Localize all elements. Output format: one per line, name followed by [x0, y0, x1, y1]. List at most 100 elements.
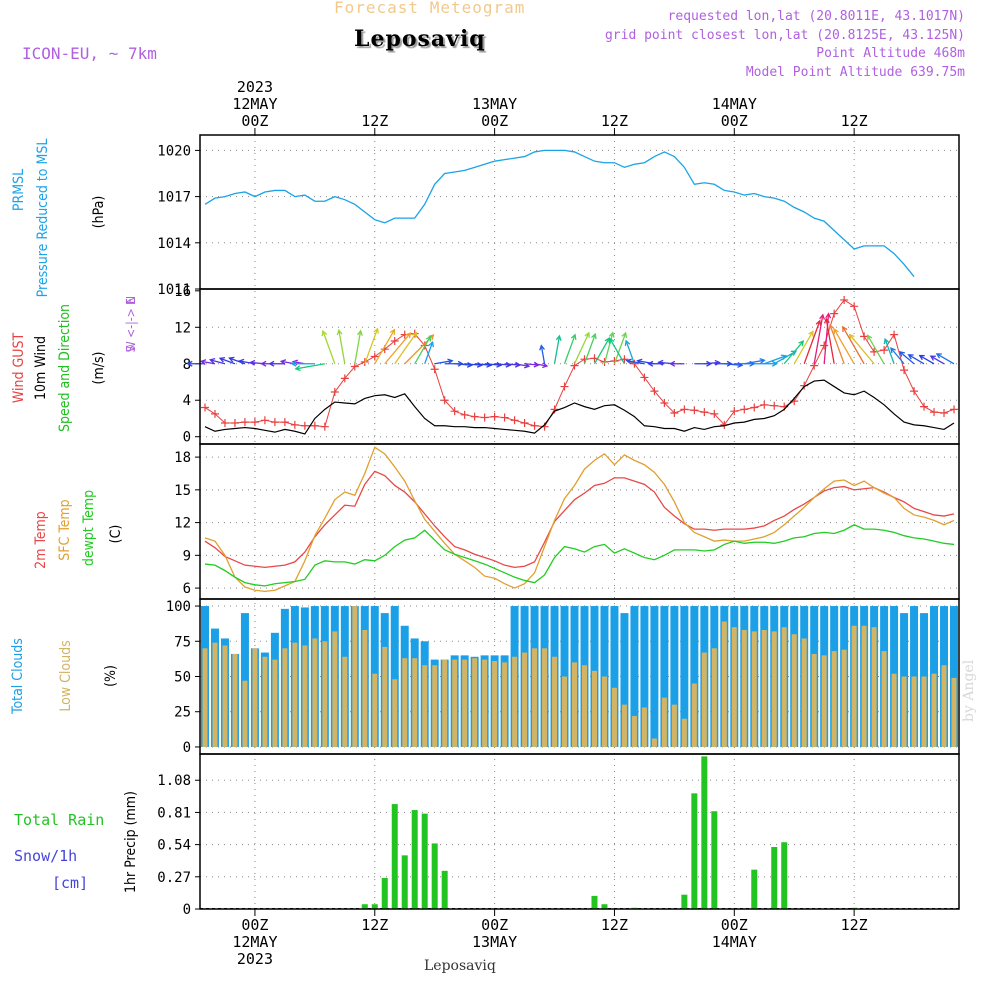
wind-direction-arrow: [384, 332, 411, 365]
wind-direction-arrow: [374, 329, 395, 365]
low-cloud-bar: [601, 676, 607, 747]
low-cloud-bar: [392, 679, 398, 747]
rain-bar: [361, 904, 368, 909]
low-cloud-bar: [901, 676, 907, 747]
gust-marker: [770, 401, 779, 410]
low-cloud-bar: [861, 625, 867, 747]
wind-direction-arrow: [899, 351, 915, 365]
wind-direction-arrow: [563, 334, 576, 364]
low-cloud-bar: [711, 648, 717, 747]
y-tick-label: 1011: [157, 282, 191, 298]
wind-direction-arrow: [414, 336, 432, 365]
gust-marker: [750, 403, 759, 412]
low-cloud-bar: [302, 645, 308, 747]
wind-arrow-head: [918, 354, 925, 361]
low-cloud-bar: [402, 658, 408, 747]
rain-bar: [411, 810, 418, 909]
gust-marker: [240, 418, 249, 427]
model-name: ICON-EU, ~ 7km: [22, 44, 157, 63]
low-cloud-bar: [761, 630, 767, 747]
low-cloud-bar: [362, 630, 368, 747]
low-cloud-bar: [462, 659, 468, 747]
wind-arrow-head: [428, 340, 434, 348]
wind-arrow-head: [268, 360, 275, 367]
low-cloud-bar: [891, 673, 897, 747]
wind-arrow-head: [759, 358, 766, 364]
y-tick-label: 18: [174, 450, 191, 466]
gust-marker: [320, 422, 329, 431]
low-cloud-bar: [512, 656, 518, 747]
wind-direction-arrow: [474, 363, 492, 366]
wind-direction-arrow: [829, 324, 845, 364]
gust-marker: [950, 405, 959, 414]
gust-marker: [200, 403, 209, 412]
low-cloud-bar: [322, 641, 328, 747]
total-cloud-bar: [680, 606, 689, 747]
gust-marker: [520, 419, 529, 428]
wind-arrow-head: [486, 361, 493, 368]
gust-marker: [940, 409, 949, 417]
low-cloud-bar: [661, 697, 667, 747]
gust-marker: [370, 352, 379, 361]
snow-unit-label: [cm]: [52, 874, 88, 892]
wind-axis-title: 10m Wind: [33, 336, 49, 400]
time-label-bottom: 13MAY: [472, 933, 517, 951]
pressure-axis-title: Pressure Reduced to MSL: [35, 139, 51, 298]
wind-direction-arrow: [724, 363, 743, 366]
wind-arrow-head: [824, 317, 830, 324]
y-tick-label: 1020: [157, 143, 191, 159]
low-cloud-bar: [631, 715, 637, 747]
wind-direction-arrow: [295, 363, 325, 370]
time-label-bottom: 00Z: [721, 916, 748, 934]
wind-arrow-head: [208, 358, 216, 364]
time-label-top: 00Z: [481, 112, 508, 130]
wind-direction-arrow: [424, 341, 434, 364]
wind-direction-arrow: [908, 354, 925, 365]
rain-bar: [701, 756, 708, 909]
low-cloud-bar: [272, 659, 278, 747]
time-label-top: 00Z: [721, 112, 748, 130]
wind-arrow-head: [591, 332, 597, 340]
time-label-top: 12Z: [601, 112, 628, 130]
rain-bar: [391, 804, 398, 909]
time-label-top: 12Z: [361, 112, 388, 130]
wind-direction-arrow: [354, 330, 362, 364]
panel-frame: [199, 443, 960, 600]
total-cloud-bar: [620, 613, 629, 747]
wind-direction-arrow: [484, 363, 502, 366]
wind-direction-arrow: [813, 314, 824, 364]
wind-arrow-head: [647, 360, 654, 367]
wind-arrow-head: [935, 353, 942, 359]
wind-arrow-head: [290, 360, 297, 367]
time-label-top: 12Z: [841, 112, 868, 130]
low-cloud-bar: [751, 631, 757, 747]
wind-arrow-head: [199, 359, 207, 365]
rain-bar: [401, 855, 408, 909]
gust-marker: [250, 418, 259, 427]
temp2m-axis-title: 2m Temp: [33, 511, 49, 569]
gust-marker: [760, 400, 769, 409]
wind-direction-arrow: [464, 363, 482, 366]
wind-direction-arrow: [573, 332, 590, 365]
wind-direction-arrow: [540, 345, 546, 364]
wind-direction-arrow: [884, 338, 895, 364]
wind-arrow-head: [798, 340, 805, 347]
wind-direction-arrow: [322, 330, 336, 364]
y-tick-label: 9: [183, 548, 191, 564]
wind-arrow-head: [604, 337, 610, 344]
low-cloud-bar: [951, 677, 957, 747]
wind-direction-arrow: [793, 331, 814, 365]
total-cloud-axis-title: Total Clouds: [10, 638, 26, 715]
snow-label: Snow/1h: [14, 847, 77, 865]
gust-marker: [680, 405, 689, 414]
wind-arrow-head: [555, 334, 562, 341]
wind-arrow-head: [570, 333, 577, 340]
gust-marker: [660, 398, 669, 407]
wind-direction-arrow: [394, 332, 418, 365]
low-cloud-axis-title: Low Clouds: [58, 640, 74, 711]
panel-frame: [199, 753, 960, 910]
gust-marker: [480, 413, 489, 422]
wind-arrow-head: [496, 361, 503, 368]
cloud-unit: (%): [103, 665, 119, 687]
y-tick-label: 12: [174, 516, 191, 532]
